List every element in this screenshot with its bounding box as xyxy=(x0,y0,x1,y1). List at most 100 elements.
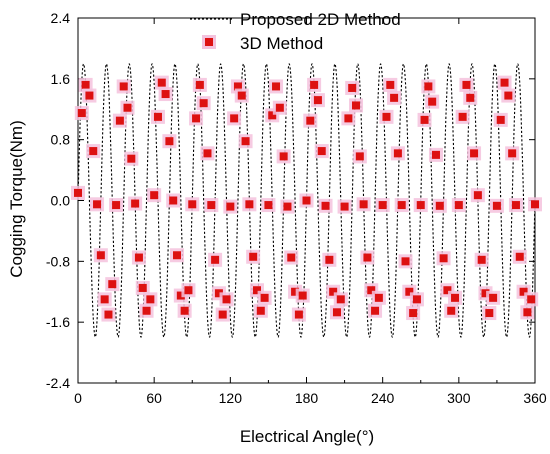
data-point xyxy=(485,309,494,318)
data-point xyxy=(458,112,467,121)
data-point xyxy=(104,310,113,319)
data-point xyxy=(489,293,498,302)
data-point xyxy=(230,114,239,123)
legend: Proposed 2D Method 3D Method xyxy=(190,10,401,53)
data-point xyxy=(161,90,170,99)
data-point xyxy=(245,200,254,209)
data-point xyxy=(481,289,490,298)
data-point xyxy=(500,78,509,87)
data-point xyxy=(367,286,376,295)
data-point xyxy=(386,80,395,89)
data-point xyxy=(470,149,479,158)
data-point xyxy=(218,310,227,319)
data-point xyxy=(108,280,117,289)
x-tick-label: 0 xyxy=(74,390,82,406)
data-point xyxy=(496,115,505,124)
data-point xyxy=(142,306,151,315)
y-tick-label: 0.0 xyxy=(51,193,71,209)
data-point xyxy=(134,253,143,262)
legend-label-proposed-2d: Proposed 2D Method xyxy=(240,10,401,29)
data-point xyxy=(138,283,147,292)
data-point xyxy=(123,103,132,112)
data-point xyxy=(169,196,178,205)
data-point xyxy=(523,308,532,317)
data-point xyxy=(397,201,406,210)
data-point xyxy=(192,114,201,123)
data-point xyxy=(363,253,372,262)
x-axis-title: Electrical Angle(°) xyxy=(240,427,374,446)
data-point xyxy=(74,188,82,197)
data-point xyxy=(504,91,513,100)
y-tick-label: 1.6 xyxy=(51,71,71,87)
data-point xyxy=(222,295,231,304)
data-point xyxy=(466,93,475,102)
data-point xyxy=(153,112,162,121)
y-tick-label: -1.6 xyxy=(46,314,70,330)
data-point xyxy=(405,287,414,296)
data-point xyxy=(317,147,326,156)
data-point xyxy=(371,306,380,315)
data-point xyxy=(77,109,86,118)
data-point xyxy=(390,93,399,102)
data-point xyxy=(184,286,193,295)
series-line-proposed-2d xyxy=(77,63,536,338)
y-tick-label: -2.4 xyxy=(46,375,70,391)
legend-swatch-3d-method xyxy=(205,38,213,46)
series-proposed-2d xyxy=(77,63,536,338)
data-point xyxy=(492,201,501,210)
data-point xyxy=(332,308,341,317)
data-point xyxy=(226,202,235,211)
data-point xyxy=(344,114,353,123)
data-point xyxy=(374,293,383,302)
data-point xyxy=(310,80,319,89)
data-point xyxy=(207,201,216,210)
data-point xyxy=(325,255,334,264)
data-point xyxy=(313,96,322,105)
data-point xyxy=(112,201,121,210)
data-point xyxy=(298,291,307,300)
data-point xyxy=(195,80,204,89)
data-point xyxy=(451,293,460,302)
y-tick-label: 2.4 xyxy=(51,10,71,26)
x-tick-label: 300 xyxy=(447,390,471,406)
data-point xyxy=(454,201,463,210)
data-point xyxy=(214,289,223,298)
data-point xyxy=(85,91,94,100)
data-point xyxy=(336,295,345,304)
data-point xyxy=(233,82,242,91)
data-point xyxy=(180,306,189,315)
data-point xyxy=(81,80,90,89)
data-point xyxy=(272,82,281,91)
data-point xyxy=(382,112,391,121)
data-point xyxy=(203,149,212,158)
data-point xyxy=(416,201,425,210)
data-point xyxy=(443,286,452,295)
x-tick-label: 360 xyxy=(523,390,547,406)
data-point xyxy=(252,286,261,295)
data-point xyxy=(477,255,486,264)
data-point xyxy=(249,252,258,261)
data-point xyxy=(420,115,429,124)
data-point xyxy=(409,309,418,318)
data-point xyxy=(428,97,437,106)
data-point xyxy=(256,306,265,315)
data-point xyxy=(527,295,536,304)
data-point xyxy=(447,306,456,315)
data-point xyxy=(96,251,105,260)
data-point xyxy=(355,152,364,161)
data-point xyxy=(176,291,185,300)
data-point xyxy=(119,82,128,91)
y-axis-ticks: 2.4 1.6 0.8 0.0 -0.8 -1.6 -2.4 xyxy=(46,10,535,391)
data-point xyxy=(131,199,140,208)
data-point xyxy=(241,137,250,146)
data-point xyxy=(511,201,520,210)
data-point xyxy=(294,310,303,319)
data-point xyxy=(264,201,273,210)
data-point xyxy=(340,202,349,211)
data-point xyxy=(89,147,98,156)
data-point xyxy=(435,201,444,210)
data-point xyxy=(275,103,284,112)
series-3d-method xyxy=(71,75,542,322)
